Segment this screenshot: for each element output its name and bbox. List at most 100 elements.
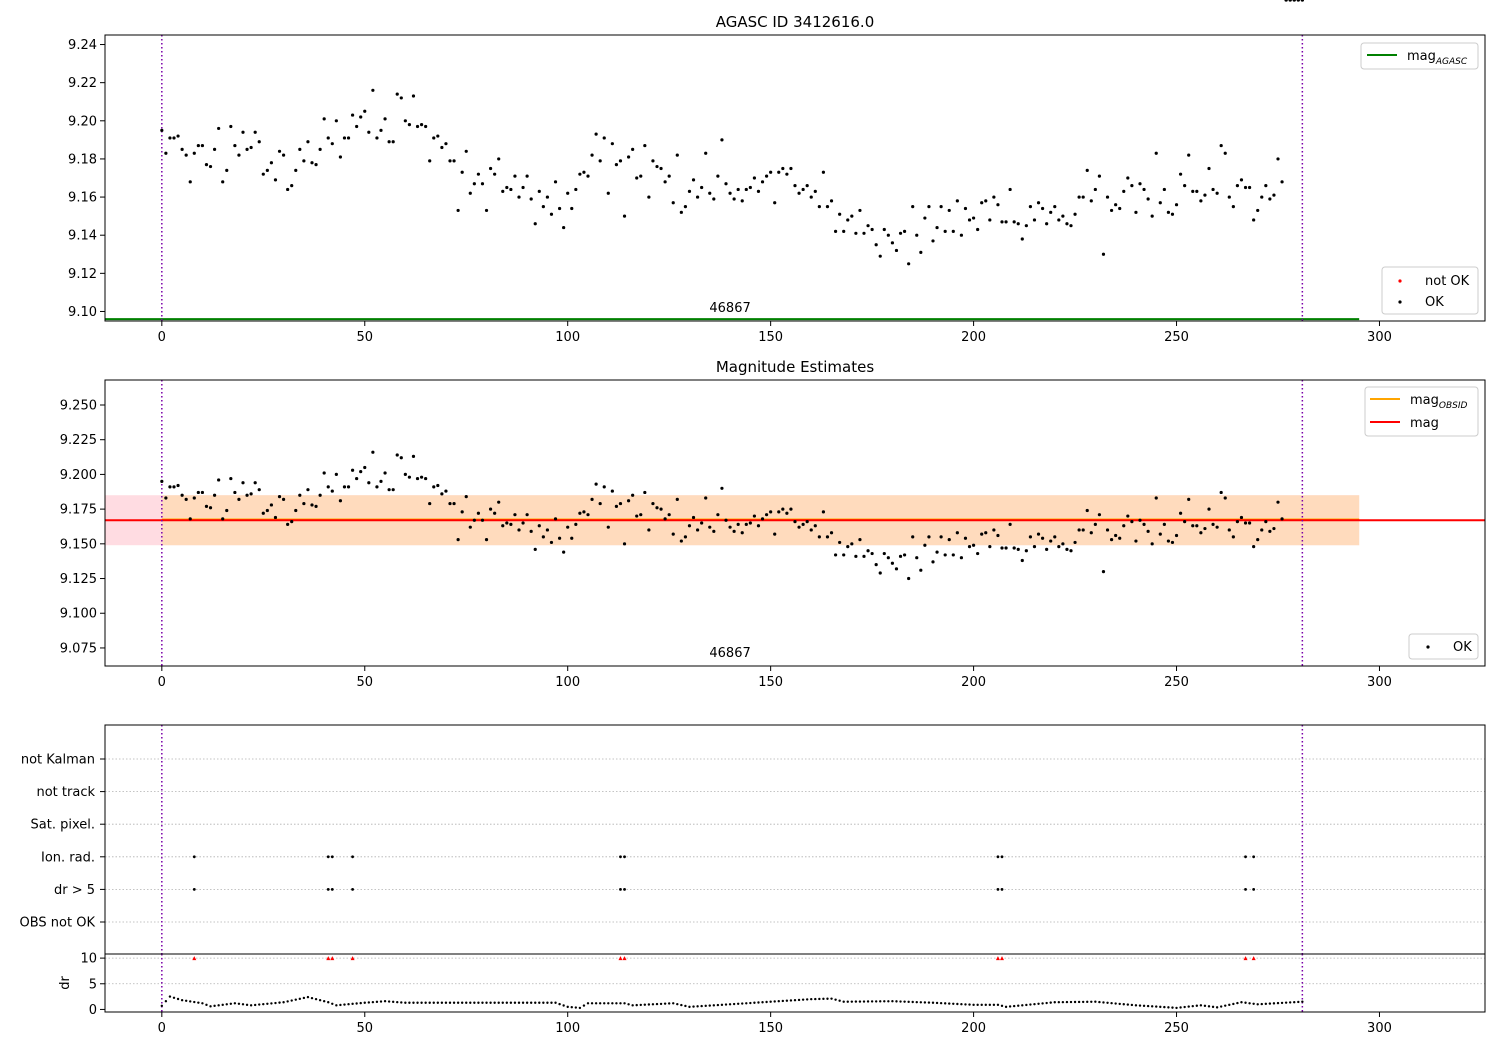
data-point [346,485,351,489]
data-point [984,531,988,535]
data-point [671,201,675,205]
dr-point [456,1001,460,1004]
data-point [1191,189,1195,193]
data-point [172,136,176,140]
dr-point [1260,1002,1263,1006]
dr-point [1094,1000,1097,1003]
dr-point [647,1003,651,1006]
data-point [1081,528,1085,532]
data-point [265,168,269,172]
data-point [460,170,464,174]
dr-point [1114,1002,1117,1005]
data-point [468,525,472,529]
dr-point [306,995,310,999]
data-point [635,514,639,518]
data-point [854,554,858,558]
data-point [1109,208,1114,213]
dr-point [753,1001,756,1004]
data-point [809,195,813,199]
data-point [1134,210,1138,214]
data-point [330,142,334,146]
data-point [1000,546,1004,550]
dr-point [347,1003,350,1006]
data-point [813,189,817,193]
data-point [245,493,249,497]
dr-point [1280,1001,1284,1005]
data-point [257,140,261,144]
dr-point [1244,1001,1247,1004]
data-point [781,507,785,511]
dr-point [1163,1005,1166,1009]
data-point [440,145,444,150]
data-point [1004,220,1008,224]
dr-point [972,1003,975,1007]
dr-point [440,1001,444,1004]
dr-point [907,1000,910,1004]
dr-point [1293,1001,1296,1004]
dr-point [1004,1005,1008,1009]
data-point [200,490,205,495]
data-point [460,510,464,514]
dr-point [797,998,801,1002]
data-point [383,471,387,475]
dr-point [396,1000,399,1004]
legend-mag-label: mag [1410,416,1439,431]
y-tick-label: 9.225 [60,433,97,448]
data-point [1256,208,1260,213]
dr-point [327,1001,330,1004]
dr-point [534,1001,537,1004]
data-point [1016,547,1020,551]
x-tick-label: 150 [758,675,783,690]
data-point [286,187,290,192]
data-point [1187,497,1191,501]
data-point [700,521,704,525]
dr-point [793,998,797,1002]
data-point [1170,540,1175,545]
data-point [870,551,874,556]
data-point [805,520,809,524]
dr-point [988,1003,992,1007]
dr-point [627,1003,630,1006]
legend-lines: magOBSID mag [1364,386,1479,437]
data-point [525,174,529,178]
data-point [951,229,955,233]
data-point [257,488,261,492]
data-point [350,113,355,117]
dr-point [680,1003,683,1007]
dr-point [1053,1001,1056,1004]
data-point [249,145,253,150]
plot-frame [104,379,1486,667]
data-point [647,528,651,532]
data-point [882,227,886,232]
data-point [1008,187,1012,192]
x-tick-label: 100 [555,1021,580,1036]
x-tick-label: 250 [1164,675,1189,690]
data-point [432,136,436,140]
data-point [1040,536,1045,540]
dr-point [221,1003,224,1007]
data-point [1215,191,1219,195]
data-point [1093,522,1097,526]
x-tick-label: 50 [356,1021,373,1036]
dr-point [1106,1001,1109,1005]
data-point [1142,187,1146,192]
data-point [850,214,854,218]
data-point [1008,522,1012,526]
data-point [1061,542,1065,546]
dr-point [948,1002,951,1005]
y-tick-label: 9.20 [68,114,97,129]
data-point [663,180,667,184]
data-point [403,472,407,477]
dr-point [688,1005,691,1009]
data-point [346,136,351,140]
data-point [720,486,724,490]
dr-point [1256,1003,1259,1006]
dr-point [643,1003,647,1006]
data-point [923,216,927,220]
data-point [1138,182,1142,186]
dr-point [1155,1005,1158,1008]
data-point [379,479,383,483]
data-point [411,94,416,98]
plot-frame [104,34,1486,322]
data-point [866,224,870,228]
